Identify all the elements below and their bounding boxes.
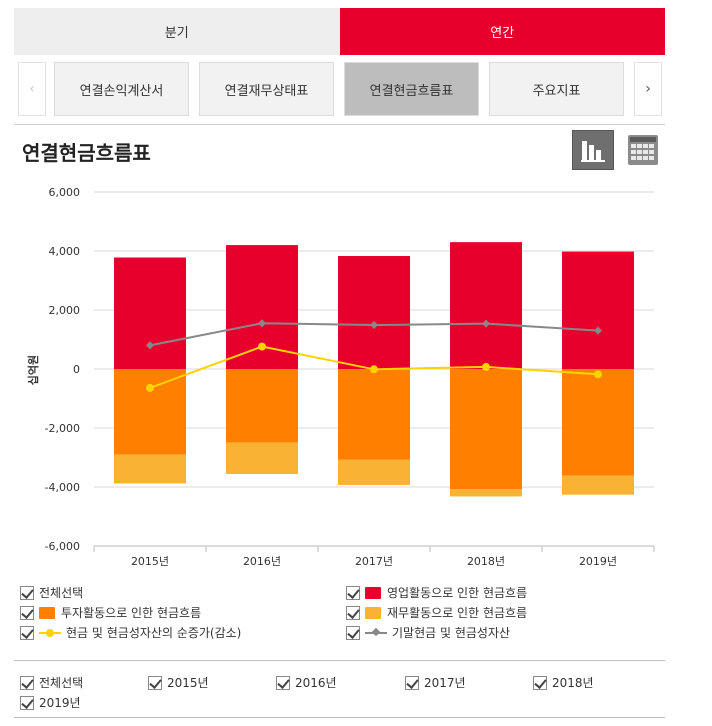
point: [370, 365, 378, 374]
year-filter: 전체선택 2015년 2016년 2017년 2018년 2019년: [14, 660, 665, 718]
checkbox-checked-icon[interactable]: [20, 625, 34, 640]
point: [146, 341, 154, 350]
point: [258, 342, 266, 351]
tab-income-statement[interactable]: 연결손익계산서: [54, 62, 189, 116]
table-grid-icon: [628, 135, 658, 165]
red-swatch-icon: [365, 586, 381, 599]
checkbox-checked-icon[interactable]: [346, 625, 360, 640]
bar: [562, 251, 634, 369]
y-tick-label: -4,000: [45, 481, 80, 494]
year-option-2017[interactable]: 2017년: [405, 674, 466, 691]
year-label: 2015년: [167, 676, 209, 690]
tab-balance-sheet[interactable]: 연결재무상태표: [199, 62, 334, 116]
gray-line-diamond-icon: [365, 627, 387, 639]
chevron-right-icon: ›: [645, 81, 651, 97]
legend-label: 전체선택: [39, 586, 84, 600]
page-title: 연결현금흐름표: [22, 141, 151, 165]
checkbox-checked-icon[interactable]: [533, 675, 547, 690]
orange-swatch-icon: [39, 606, 55, 619]
bar: [114, 369, 186, 455]
tab-cash-flow[interactable]: 연결현금흐름표: [344, 62, 479, 116]
y-tick-label: -2,000: [45, 422, 80, 435]
bar: [226, 442, 298, 475]
year-option-2016[interactable]: 2016년: [276, 674, 337, 691]
year-label: 2018년: [552, 676, 594, 690]
bar: [450, 369, 522, 490]
point: [482, 319, 490, 328]
year-label: 전체선택: [39, 676, 84, 690]
checkbox-checked-icon[interactable]: [148, 675, 162, 690]
year-select-all[interactable]: 전체선택: [20, 674, 83, 691]
y-tick-label: 4,000: [49, 245, 81, 258]
period-tabs: 분기 연간: [14, 8, 665, 55]
point: [370, 321, 378, 330]
x-tick-label: 2018년: [467, 555, 505, 568]
x-tick-label: 2019년: [579, 555, 617, 568]
checkbox-checked-icon[interactable]: [20, 675, 34, 690]
bar: [338, 256, 410, 369]
legend-item-ending-cash[interactable]: 기말현금 및 현금성자산: [346, 624, 510, 641]
bar: [450, 489, 522, 497]
y-tick-label: -6,000: [45, 540, 80, 553]
checkbox-checked-icon[interactable]: [20, 585, 34, 600]
year-label: 2019년: [39, 696, 81, 710]
year-label: 2016년: [295, 676, 337, 690]
yellow-line-dot-icon: [39, 627, 61, 639]
bar: [114, 257, 186, 369]
legend-item-net-change[interactable]: 현금 및 현금성자산의 순증가(감소): [20, 624, 241, 641]
statement-tab-row: ‹ 연결손익계산서 연결재무상태표 연결현금흐름표 주요지표 ›: [14, 60, 665, 120]
bar: [562, 475, 634, 495]
point: [146, 383, 154, 392]
chart-view-button[interactable]: [572, 130, 614, 170]
section-divider: [14, 124, 665, 125]
y-tick-label: 6,000: [49, 186, 81, 199]
y-tick-label: 0: [73, 363, 80, 376]
x-tick-label: 2015년: [131, 555, 169, 568]
year-option-2015[interactable]: 2015년: [148, 674, 209, 691]
legend-label: 현금 및 현금성자산의 순증가(감소): [66, 626, 242, 640]
point: [594, 370, 602, 379]
x-tick-label: 2016년: [243, 555, 281, 568]
bar: [114, 454, 186, 484]
prev-arrow-button[interactable]: ‹: [18, 62, 46, 116]
legend-label: 투자활동으로 인한 현금흐름: [61, 606, 202, 620]
tab-annual[interactable]: 연간: [339, 8, 665, 55]
point: [594, 326, 602, 335]
legend-label: 재무활동으로 인한 현금흐름: [387, 606, 528, 620]
checkbox-checked-icon[interactable]: [276, 675, 290, 690]
bar: [338, 369, 410, 460]
checkbox-checked-icon[interactable]: [346, 585, 360, 600]
checkbox-checked-icon[interactable]: [405, 675, 419, 690]
legend-item-investing[interactable]: 투자활동으로 인한 현금흐름: [20, 604, 201, 621]
table-view-button[interactable]: [626, 130, 660, 170]
year-option-2018[interactable]: 2018년: [533, 674, 594, 691]
bar: [562, 369, 634, 476]
cash-flow-chart: 6,000 4,000 2,000 0 -2,000 -4,000 -6,000 십억원 2…: [26, 186, 655, 568]
next-arrow-button[interactable]: ›: [634, 62, 662, 116]
amber-swatch-icon: [365, 606, 381, 619]
year-option-2019[interactable]: 2019년: [20, 694, 81, 711]
legend-item-operating[interactable]: 영업활동으로 인한 현금흐름: [346, 584, 527, 601]
year-label: 2017년: [424, 676, 466, 690]
legend-select-all[interactable]: 전체선택: [20, 584, 83, 601]
point: [482, 362, 490, 371]
y-axis-label: 십억원: [26, 355, 40, 385]
bar-chart-icon: [581, 141, 605, 162]
bar: [450, 242, 522, 369]
checkbox-checked-icon[interactable]: [346, 605, 360, 620]
checkbox-checked-icon[interactable]: [20, 695, 34, 710]
tab-key-indicators[interactable]: 주요지표: [489, 62, 624, 116]
y-tick-label: 2,000: [49, 304, 81, 317]
legend-label: 기말현금 및 현금성자산: [392, 626, 511, 640]
bar: [226, 369, 298, 443]
x-tick-label: 2017년: [355, 555, 393, 568]
legend-item-financing[interactable]: 재무활동으로 인한 현금흐름: [346, 604, 527, 621]
legend-label: 영업활동으로 인한 현금흐름: [387, 586, 528, 600]
bar: [338, 459, 410, 485]
checkbox-checked-icon[interactable]: [20, 605, 34, 620]
point: [258, 319, 266, 328]
chevron-left-icon: ‹: [29, 81, 35, 97]
tab-quarterly[interactable]: 분기: [14, 8, 340, 55]
